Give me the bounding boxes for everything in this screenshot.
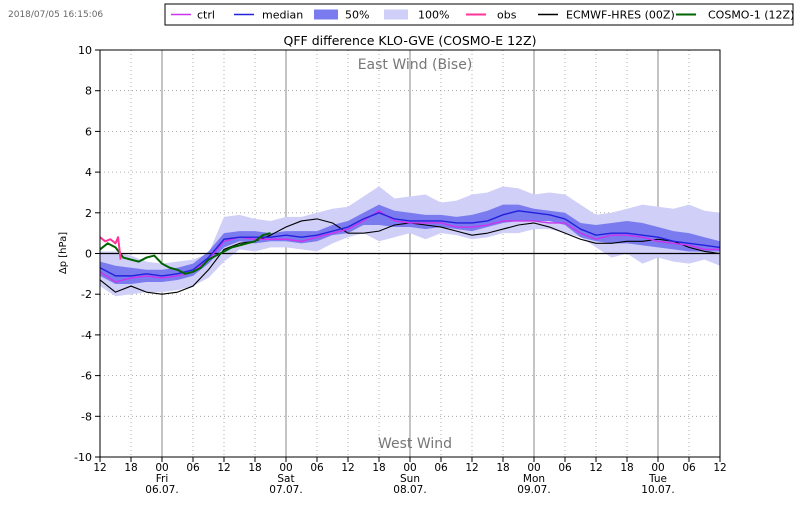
legend-label-ctrl: ctrl (197, 9, 215, 22)
legend-swatch-p100 (384, 9, 408, 20)
y-tick-label: 4 (85, 166, 92, 179)
y-tick-label: -8 (81, 410, 92, 423)
y-tick-label: 10 (78, 44, 92, 57)
obs-line (100, 236, 122, 260)
day-label: Mon (523, 473, 545, 485)
y-axis-label: Δp [hPa] (58, 232, 69, 274)
y-axis: -10 -8 -6 -4 -2 0 2 4 6 8 10 (74, 44, 100, 464)
east-wind-annotation: East Wind (Bise) (358, 57, 473, 73)
day-label: Sun (400, 473, 420, 485)
y-tick-label: 0 (85, 248, 92, 261)
x-tick-label: 12 (589, 462, 602, 474)
band-50-percent (100, 204, 720, 285)
day-label: Tue (648, 473, 667, 485)
x-tick-label: 12 (217, 462, 230, 474)
x-tick-label: 00 (403, 462, 416, 474)
legend-label-cosmo1: COSMO-1 (12Z) (708, 9, 794, 22)
median-line (100, 210, 720, 277)
x-tick-label: 00 (279, 462, 292, 474)
x-tick-label: 06 (682, 462, 696, 474)
y-tick-label: -10 (74, 451, 92, 464)
date-label: 10.07. (641, 484, 674, 496)
cosmo1-line (100, 232, 271, 275)
day-label: Fri (156, 473, 169, 485)
x-tick-label: 12 (93, 462, 106, 474)
y-tick-label: 6 (85, 125, 92, 138)
x-tick-label: 12 (713, 462, 726, 474)
legend: ctrl median 50% 100% obs ECMWF-HRES (00Z) COSM… (164, 3, 794, 26)
y-tick-label: 8 (85, 85, 92, 98)
x-tick-label: 12 (465, 462, 478, 474)
x-tick-label: 06 (558, 462, 572, 474)
x-tick-label: 00 (155, 462, 168, 474)
y-tick-label: -2 (81, 288, 92, 301)
legend-swatch-p50 (314, 9, 338, 20)
date-label: 08.07. (393, 484, 426, 496)
legend-label-ecmwf: ECMWF-HRES (00Z) (566, 9, 675, 22)
date-label: 09.07. (517, 484, 550, 496)
x-tick-label: 18 (248, 462, 261, 474)
date-label: 07.07. (269, 484, 302, 496)
y-tick-label: -4 (81, 329, 92, 342)
legend-label-p100: 100% (418, 9, 449, 22)
x-tick-label: 06 (186, 462, 200, 474)
west-wind-annotation: West Wind (378, 436, 452, 452)
x-tick-label: 00 (651, 462, 664, 474)
x-tick-label: 18 (372, 462, 385, 474)
legend-label-obs: obs (497, 9, 517, 22)
x-tick-label: 06 (310, 462, 324, 474)
series-lines (100, 210, 720, 295)
x-tick-label: 18 (620, 462, 633, 474)
x-tick-label: 18 (496, 462, 509, 474)
x-tick-label: 18 (124, 462, 137, 474)
date-label: 06.07. (145, 484, 178, 496)
x-tick-label: 06 (434, 462, 448, 474)
legend-label-p50: 50% (345, 9, 369, 22)
x-tick-label: 12 (341, 462, 354, 474)
y-tick-label: -6 (81, 370, 92, 383)
percentile-bands (100, 186, 720, 297)
legend-label-median: median (262, 9, 303, 22)
chart-title: QFF difference KLO-GVE (COSMO-E 12Z) (284, 33, 537, 48)
day-label: Sat (277, 473, 294, 485)
y-tick-label: 2 (85, 207, 92, 220)
timestamp: 2018/07/05 16:15:06 (8, 10, 103, 20)
x-tick-label: 00 (527, 462, 540, 474)
